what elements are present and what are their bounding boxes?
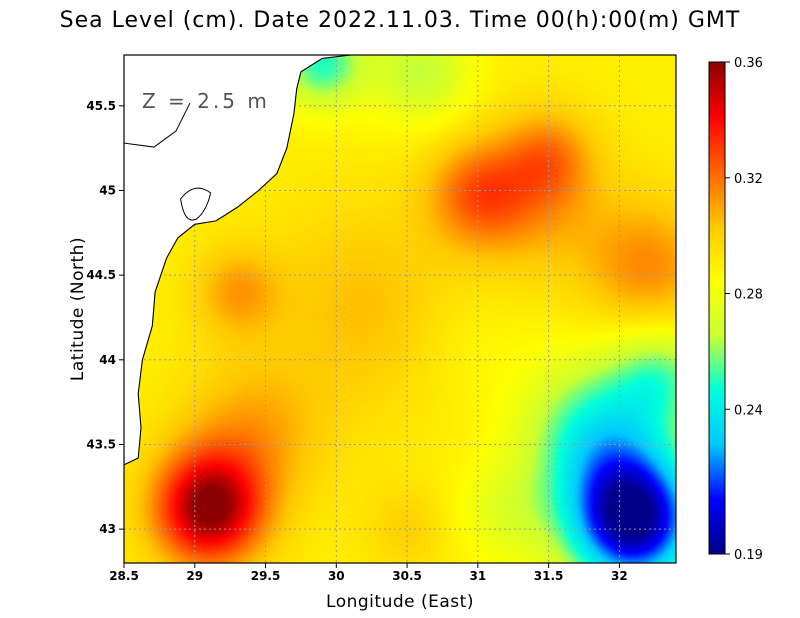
x-tick-label: 28.5 — [109, 569, 139, 583]
lagoon-outline — [180, 187, 212, 221]
x-tick-label: 31 — [469, 569, 486, 583]
y-tick-label: 44 — [99, 353, 116, 367]
colorbar-tick-label: 0.19 — [734, 548, 763, 563]
depth-annotation: Z = 2.5 m — [142, 89, 270, 113]
land-area — [124, 55, 351, 465]
x-tick-label: 30.5 — [392, 569, 422, 583]
x-axis-label: Longitude (East) — [326, 592, 474, 612]
x-tick-label: 29.5 — [251, 569, 281, 583]
colorbar-tick-label: 0.32 — [734, 172, 763, 187]
border-line — [124, 102, 191, 148]
y-tick-label: 43 — [99, 522, 116, 536]
x-tick-label: 32 — [611, 569, 628, 583]
y-axis-label: Latitude (North) — [68, 237, 88, 381]
colorbar: 0.36 0.32 0.28 0.24 0.19 — [708, 56, 763, 563]
colorbar-tick-label: 0.24 — [734, 403, 763, 418]
x-axis-ticks: 28.5 29 29.5 30 30.5 31 31.5 32 — [109, 563, 628, 583]
colorbar-tick-label: 0.36 — [734, 56, 763, 71]
coastline-land — [124, 55, 351, 466]
colorbar-ticks: 0.36 0.32 0.28 0.24 0.19 — [725, 56, 763, 563]
coastline — [124, 55, 351, 466]
y-axis-ticks: 43 43.5 44 44.5 45 45.5 — [86, 99, 124, 536]
plot-frame — [123, 54, 677, 564]
y-tick-label: 45.5 — [86, 99, 116, 113]
y-tick-label: 45 — [99, 183, 116, 197]
colorbar-scale — [708, 61, 726, 555]
x-tick-label: 30 — [328, 569, 345, 583]
x-tick-label: 29 — [186, 569, 203, 583]
chart-title: Sea Level (cm). Date 2022.11.03. Time 00… — [59, 8, 741, 33]
y-tick-label: 43.5 — [86, 437, 116, 451]
x-tick-label: 31.5 — [534, 569, 564, 583]
y-tick-label: 44.5 — [86, 268, 116, 282]
colorbar-tick-label: 0.28 — [734, 288, 763, 303]
